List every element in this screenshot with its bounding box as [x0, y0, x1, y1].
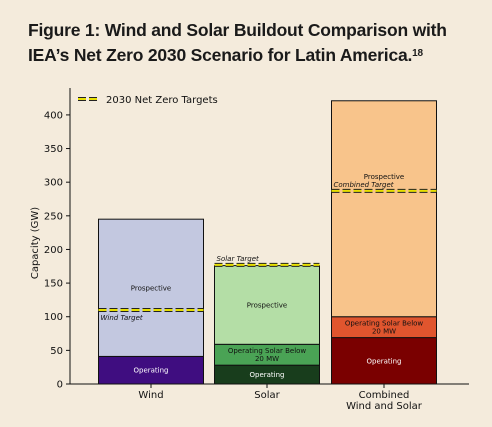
- segment-label: Prospective: [247, 301, 288, 309]
- y-tick-label: 0: [57, 380, 63, 391]
- y-tick-label: 250: [44, 211, 63, 222]
- figure-title-text: Figure 1: Wind and Solar Buildout Compar…: [28, 20, 447, 65]
- legend-label: 2030 Net Zero Targets: [106, 95, 218, 106]
- y-tick-label: 300: [44, 178, 63, 189]
- segment-label: Prospective: [364, 173, 405, 181]
- y-tick-label: 350: [44, 144, 63, 155]
- segment-label: Operating Solar Below 20 MW: [345, 320, 424, 336]
- target-label-wind: Wind Target: [101, 314, 143, 322]
- bar-segment-combined-wind-and-solar-prospective: [331, 100, 437, 318]
- segment-label: Operating: [134, 367, 169, 375]
- x-tick-label: Wind: [138, 390, 163, 401]
- segment-label: Operating: [367, 357, 402, 365]
- bar-segment-solar-prospective: [214, 265, 320, 345]
- segment-label: Operating: [250, 371, 285, 379]
- y-tick-label: 200: [44, 245, 63, 256]
- y-tick-label: 150: [44, 279, 63, 290]
- x-tick-label: Combined Wind and Solar: [346, 390, 423, 412]
- y-tick-label: 50: [50, 346, 63, 357]
- segment-label: Operating Solar Below 20 MW: [228, 347, 307, 363]
- plot-area: 0 50 100 150 200 250 300 350 400 Operating Prospec…: [44, 88, 469, 412]
- y-tick-label: 400: [44, 110, 63, 121]
- x-tick-label: Solar: [254, 390, 280, 401]
- target-label-combined-wind-and-solar: Combined Target: [334, 181, 394, 189]
- figure-title: Figure 1: Wind and Solar Buildout Compar…: [28, 18, 478, 68]
- segment-label: Prospective: [131, 284, 172, 292]
- target-label-solar: Solar Target: [217, 255, 260, 263]
- y-tick-label: 100: [44, 312, 63, 323]
- bar-segment-combined-wind-and-solar-operating: [331, 337, 437, 385]
- figure-title-reference: 18: [412, 48, 423, 59]
- bar-segment-wind-operating: [98, 355, 204, 385]
- bar-segment-wind-prospective: [98, 218, 204, 357]
- y-axis-label: Capacity (GW): [30, 207, 41, 279]
